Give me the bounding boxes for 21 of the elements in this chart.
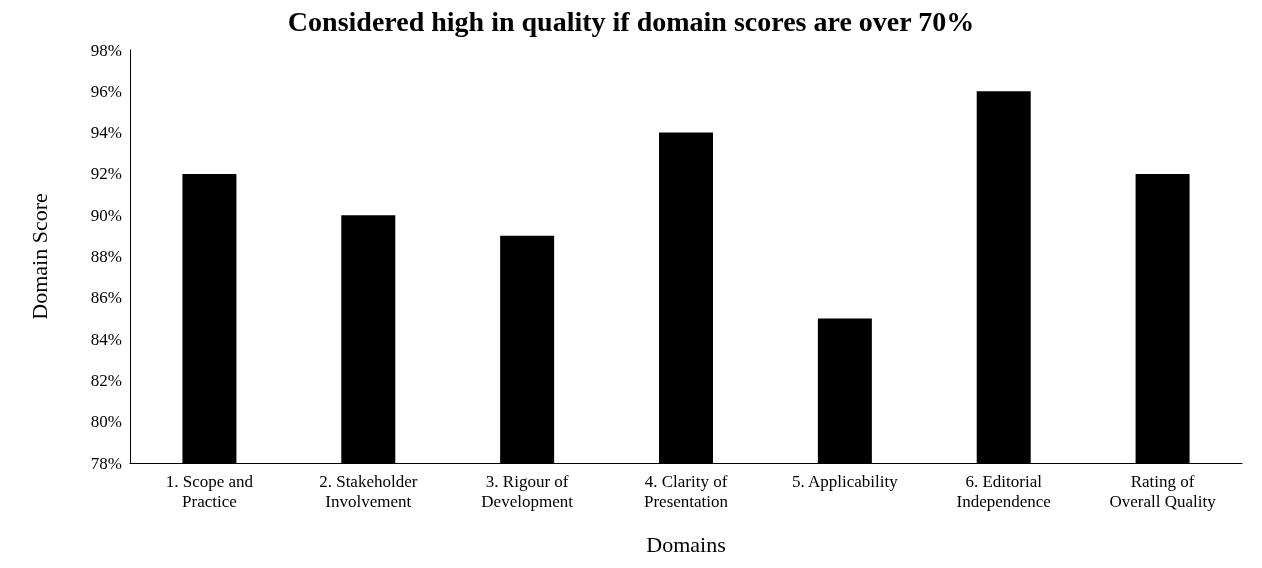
- y-tick-label: 94%: [90, 123, 122, 143]
- y-tick-label: 80%: [90, 412, 122, 432]
- x-tick-label: 5. Applicability: [791, 471, 899, 491]
- y-tick-label: 88%: [90, 247, 122, 266]
- y-tick-label: 96%: [90, 81, 122, 101]
- x-tick-label: 3. Rigour of Development: [481, 471, 574, 511]
- y-tick-label: 92%: [90, 164, 122, 184]
- x-tick-label: 4. Clarity of Presentation: [643, 471, 729, 511]
- y-tick-label: 86%: [90, 288, 122, 308]
- x-tick-label: Rating of Overall Quality: [1109, 471, 1217, 511]
- x-tick-label: 2. Stakeholder Involvement: [319, 471, 418, 511]
- chart-title: Considered high in quality if domain scores are over 70%: [287, 5, 975, 37]
- y-axis-title: Domain Score: [26, 193, 52, 320]
- y-tick-label: 78%: [90, 453, 122, 473]
- y-tick-label: 84%: [90, 329, 122, 349]
- y-tick-label: 90%: [90, 205, 122, 225]
- x-tick-label: 6. Editorial Independence: [956, 471, 1051, 511]
- x-axis-title: Domains: [646, 531, 726, 557]
- y-tick-label: 82%: [90, 370, 122, 390]
- y-tick-label: 98%: [90, 40, 122, 60]
- x-tick-label: 1. Scope and Practice: [165, 471, 254, 511]
